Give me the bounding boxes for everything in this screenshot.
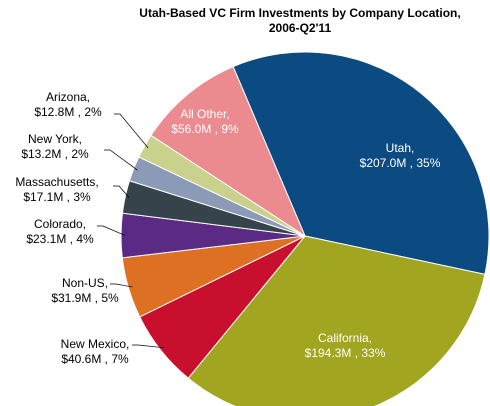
- data-label: Massachusetts, $17.1M , 3%: [15, 175, 98, 204]
- data-label: New Mexico, $40.6M , 7%: [61, 337, 130, 366]
- pie-slice: [150, 65, 307, 238]
- leader-line: [110, 283, 133, 288]
- leader-line: [97, 225, 126, 236]
- chart-title: Utah-Based VC Firm Investments by Compan…: [139, 6, 461, 35]
- data-label: Non-US, $31.9M , 5%: [51, 276, 119, 305]
- data-label: New York, $13.2M , 2%: [21, 132, 89, 161]
- label-value: $23.1M , 4%: [26, 232, 94, 246]
- label-category: Arizona,: [46, 90, 90, 104]
- data-label: California, $194.3M , 33%: [305, 331, 386, 360]
- label-category: All Other,: [180, 107, 229, 121]
- label-value: $207.0M , 35%: [360, 156, 441, 170]
- label-value: $56.0M , 9%: [171, 122, 239, 136]
- label-category: Utah,: [386, 141, 415, 155]
- leader-line: [104, 149, 138, 171]
- label-category: California,: [318, 331, 372, 345]
- data-label: All Other, $56.0M , 9%: [171, 107, 239, 136]
- label-category: New Mexico,: [61, 337, 130, 351]
- label-category: New York,: [28, 132, 82, 146]
- pie-slice: [232, 51, 490, 275]
- label-category: Colorado,: [34, 217, 86, 231]
- label-value: $31.9M , 5%: [51, 291, 119, 305]
- label-category: Massachusetts,: [15, 175, 98, 189]
- pie-slice: [187, 235, 486, 406]
- label-value: $12.8M , 2%: [34, 105, 102, 119]
- data-label: Colorado, $23.1M , 4%: [26, 217, 94, 246]
- data-label: Utah, $207.0M , 35%: [360, 141, 441, 170]
- label-value: $194.3M , 33%: [305, 346, 386, 360]
- label-value: $17.1M , 3%: [23, 190, 91, 204]
- label-category: Non-US,: [62, 276, 108, 290]
- label-value: $13.2M , 2%: [21, 147, 89, 161]
- leader-line: [132, 344, 164, 349]
- data-label: Arizona, $12.8M , 2%: [34, 90, 102, 119]
- leader-line: [113, 185, 130, 198]
- leader-line: [114, 113, 149, 149]
- label-value: $40.6M , 7%: [61, 352, 129, 366]
